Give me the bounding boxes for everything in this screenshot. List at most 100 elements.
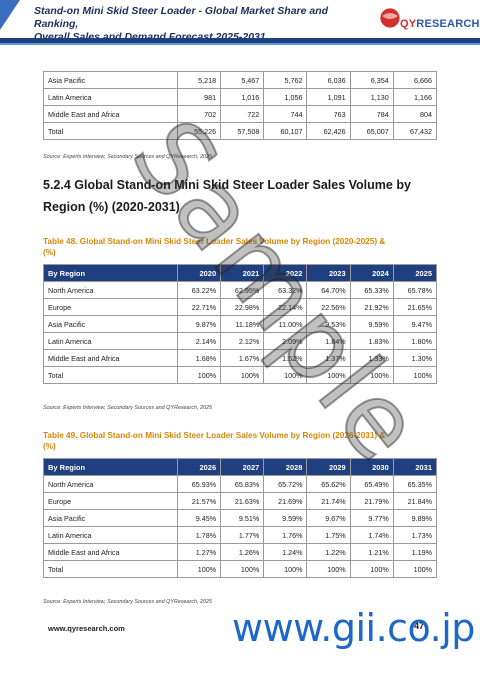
table48-caption: Table 48. Global Stand-on Mini Skid Stee… — [43, 236, 443, 258]
table-row: Middle East and Africa 702 722 744 763 784 804 — [43, 105, 438, 123]
column-header-year: 2027 — [220, 458, 265, 476]
table-row: Middle East and Africa 1.27% 1.26% 1.24% 1.2… — [43, 543, 438, 561]
value-cell: 1.21% — [349, 543, 394, 561]
table48-source: Source: Experts Interview, Secondary Sou… — [43, 405, 212, 411]
page-number: 47 — [414, 621, 425, 631]
value-cell: 722 — [220, 105, 265, 123]
top-sales-table: Asia Pacific 5,218 5,467 5,762 6,036 6,354 6,6… — [43, 71, 438, 140]
value-cell: 1,130 — [349, 88, 394, 106]
column-header-year: 2031 — [392, 458, 438, 476]
table-row: Asia Pacific 9.87% 11.18% 11.00% 9.53% 9.59% 9… — [43, 315, 438, 333]
value-cell: 21.74% — [306, 492, 351, 510]
region-cell: North America — [43, 475, 178, 493]
region-cell: Middle East and Africa — [43, 349, 178, 367]
value-cell: 21.84% — [392, 492, 438, 510]
value-cell: 1.68% — [176, 349, 222, 367]
value-cell: 2.14% — [176, 332, 222, 350]
table-row: Europe 22.71% 22.98% 22.14% 22.56% 21.92% 21.6… — [43, 298, 438, 316]
region-cell: Total — [43, 366, 178, 384]
value-cell: 100% — [220, 560, 265, 578]
table-row: Asia Pacific 5,218 5,467 5,762 6,036 6,354 6,6… — [43, 71, 438, 89]
logo-wordmark: QYRESEARCH — [400, 18, 480, 30]
value-cell: 100% — [220, 366, 265, 384]
value-cell: 744 — [263, 105, 308, 123]
table49-source: Source: Experts Interview, Secondary Sou… — [43, 599, 212, 605]
value-cell: 1.76% — [263, 526, 308, 544]
value-cell: 1.75% — [306, 526, 351, 544]
value-cell: 100% — [176, 560, 222, 578]
value-cell: 6,036 — [306, 71, 351, 89]
table-row: North America 65.93% 65.83% 65.72% 65.62% 65.… — [43, 475, 438, 493]
table49: By Region 2026 2027 2028 2029 2030 2031 North A… — [43, 458, 438, 578]
value-cell: 1.73% — [392, 526, 438, 544]
table49-caption: Table 49. Global Stand-on Mini Skid Stee… — [43, 430, 443, 452]
value-cell: 6,354 — [349, 71, 394, 89]
value-cell: 1,016 — [220, 88, 265, 106]
value-cell: 57,508 — [220, 122, 265, 140]
table-header-row: By Region 2020 2021 2022 2023 2024 2025 — [43, 264, 438, 282]
value-cell: 21.69% — [263, 492, 308, 510]
value-cell: 5,467 — [220, 71, 265, 89]
value-cell: 100% — [263, 560, 308, 578]
value-cell: 21.57% — [176, 492, 222, 510]
table-header-row: By Region 2026 2027 2028 2029 2030 2031 — [43, 458, 438, 476]
value-cell: 65,007 — [349, 122, 394, 140]
value-cell: 6,666 — [392, 71, 438, 89]
value-cell: 1,166 — [392, 88, 438, 106]
value-cell: 1.24% — [263, 543, 308, 561]
region-cell: Europe — [43, 298, 178, 316]
value-cell: 784 — [349, 105, 394, 123]
table49-caption-line1: Table 49. Global Stand-on Mini Skid Stee… — [43, 431, 386, 440]
table48-caption-line1: Table 48. Global Stand-on Mini Skid Stee… — [43, 237, 386, 246]
value-cell: 1.27% — [176, 543, 222, 561]
value-cell: 1,056 — [263, 88, 308, 106]
value-cell: 65.35% — [392, 475, 438, 493]
header-divider — [0, 38, 480, 43]
column-header-year: 2026 — [176, 458, 222, 476]
column-header-year: 2025 — [392, 264, 438, 282]
value-cell: 9.47% — [392, 315, 438, 333]
region-cell: Asia Pacific — [43, 315, 178, 333]
value-cell: 65.78% — [392, 281, 438, 299]
value-cell: 65.33% — [349, 281, 394, 299]
table-row: Latin America 981 1,016 1,056 1,091 1,130 1,16… — [43, 88, 438, 106]
table49-caption-line2: (%) — [43, 442, 56, 451]
qyresearch-logo — [379, 7, 401, 29]
table-row: Total 100% 100% 100% 100% 100% 100% — [43, 560, 438, 578]
region-cell: Middle East and Africa — [43, 105, 178, 123]
region-cell: Latin America — [43, 526, 178, 544]
value-cell: 9.51% — [220, 509, 265, 527]
column-header-year: 2022 — [263, 264, 308, 282]
value-cell: 21.79% — [349, 492, 394, 510]
value-cell: 21.65% — [392, 298, 438, 316]
table-row: Middle East and Africa 1.68% 1.67% 1.52% 1.3… — [43, 349, 438, 367]
region-cell: Total — [43, 122, 178, 140]
region-cell: Latin America — [43, 332, 178, 350]
value-cell: 804 — [392, 105, 438, 123]
value-cell: 1.26% — [220, 543, 265, 561]
value-cell: 5,762 — [263, 71, 308, 89]
value-cell: 9.59% — [263, 509, 308, 527]
value-cell: 9.89% — [392, 509, 438, 527]
table48: By Region 2020 2021 2022 2023 2024 2025 North A… — [43, 264, 438, 384]
table-row: Total 100% 100% 100% 100% 100% 100% — [43, 366, 438, 384]
value-cell: 62,426 — [306, 122, 351, 140]
value-cell: 1.80% — [392, 332, 438, 350]
table-row: Total 55,226 57,508 60,107 62,426 65,007 67,43… — [43, 122, 438, 140]
column-header-year: 2024 — [349, 264, 394, 282]
value-cell: 100% — [306, 366, 351, 384]
header-divider-accent — [0, 43, 480, 45]
page-header: Stand-on Mini Skid Steer Loader - Global… — [0, 0, 480, 46]
value-cell: 55,226 — [176, 122, 222, 140]
section-heading-line1: 5.2.4 Global Stand-on Mini Skid Steer Lo… — [43, 178, 411, 192]
value-cell: 65.83% — [220, 475, 265, 493]
value-cell: 1.74% — [349, 526, 394, 544]
value-cell: 100% — [306, 560, 351, 578]
section-heading-line2: Region (%) (2020-2031) — [43, 200, 180, 214]
footer-url[interactable]: www.qyresearch.com — [48, 624, 125, 633]
value-cell: 763 — [306, 105, 351, 123]
region-cell: Middle East and Africa — [43, 543, 178, 561]
region-cell: Asia Pacific — [43, 509, 178, 527]
table-row: Latin America 1.78% 1.77% 1.76% 1.75% 1.74% 1.… — [43, 526, 438, 544]
column-header-region: By Region — [43, 458, 178, 476]
